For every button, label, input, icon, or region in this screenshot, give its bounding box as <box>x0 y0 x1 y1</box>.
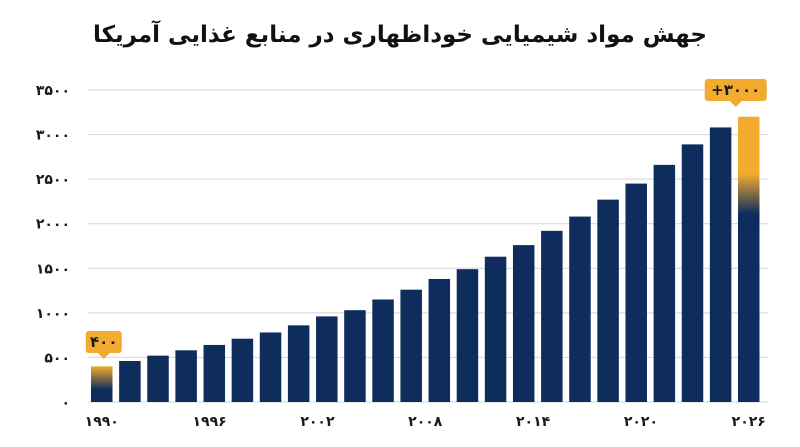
bar <box>119 360 141 402</box>
x-tick-label: ۲۰۰۲ <box>300 414 335 430</box>
bar <box>738 116 760 402</box>
bar <box>709 127 732 402</box>
x-tick-label: ۲۰۰۸ <box>408 414 443 430</box>
bar <box>147 355 169 402</box>
bar <box>175 350 197 402</box>
x-tick-label: ۲۰۲۰ <box>624 414 658 430</box>
value-callout: +۳۰۰۰ <box>704 79 767 107</box>
y-tick-label: ۱۰۰۰ <box>36 306 70 322</box>
y-axis-ticks: ۰ ۵۰۰ ۱۰۰۰ ۱۵۰۰ ۲۰۰۰ ۲۵۰۰ ۳۰۰۰ ۳۵۰۰ <box>36 83 70 411</box>
y-tick-label: ۵۰۰ <box>44 350 70 366</box>
x-tick-label: ۱۹۹۰ <box>85 414 119 430</box>
bar <box>681 144 704 402</box>
y-tick-label: ۲۰۰۰ <box>36 217 70 233</box>
callout-label: +۳۰۰۰ <box>711 81 760 99</box>
y-tick-label: ۲۵۰۰ <box>36 172 70 188</box>
y-tick-label: ۳۵۰۰ <box>36 83 70 99</box>
value-callout: ۴۰۰ <box>85 331 122 359</box>
bars <box>91 116 760 402</box>
callouts: ۴۰۰ +۳۰۰۰ <box>85 79 767 359</box>
bar <box>484 256 507 402</box>
y-tick-label: ۱۵۰۰ <box>36 261 70 277</box>
bar <box>625 183 647 402</box>
bar <box>428 278 451 402</box>
callout-pointer <box>97 353 110 359</box>
bar <box>541 230 563 402</box>
bar <box>231 338 254 402</box>
bar <box>456 269 479 402</box>
bar <box>259 332 282 402</box>
x-axis-ticks: ۱۹۹۰ ۱۹۹۶ ۲۰۰۲ ۲۰۰۸ ۲۰۱۴ ۲۰۲۰ ۲۰۲۶ <box>85 414 766 430</box>
bar <box>597 199 619 402</box>
bar <box>569 216 591 402</box>
bar <box>512 245 535 402</box>
y-tick-label: ۰ <box>61 395 70 411</box>
chart-title: جهش مواد شیمیایی خوداظهاری در منابع غذای… <box>92 22 708 48</box>
bar <box>372 299 394 402</box>
callout-pointer <box>729 101 742 107</box>
bar <box>344 310 366 402</box>
y-tick-label: ۳۰۰۰ <box>36 128 70 144</box>
grid-lines <box>88 89 768 403</box>
x-tick-label: ۲۰۲۶ <box>732 414 766 430</box>
bar <box>203 344 226 402</box>
bar <box>653 164 676 402</box>
callout-box <box>85 331 122 353</box>
bar <box>287 325 310 402</box>
x-tick-label: ۱۹۹۶ <box>192 414 226 430</box>
bar <box>316 316 338 402</box>
bar <box>91 366 113 402</box>
bar <box>400 289 422 402</box>
callout-box <box>704 79 767 101</box>
callout-label: ۴۰۰ <box>90 333 117 351</box>
x-tick-label: ۲۰۱۴ <box>516 414 551 430</box>
